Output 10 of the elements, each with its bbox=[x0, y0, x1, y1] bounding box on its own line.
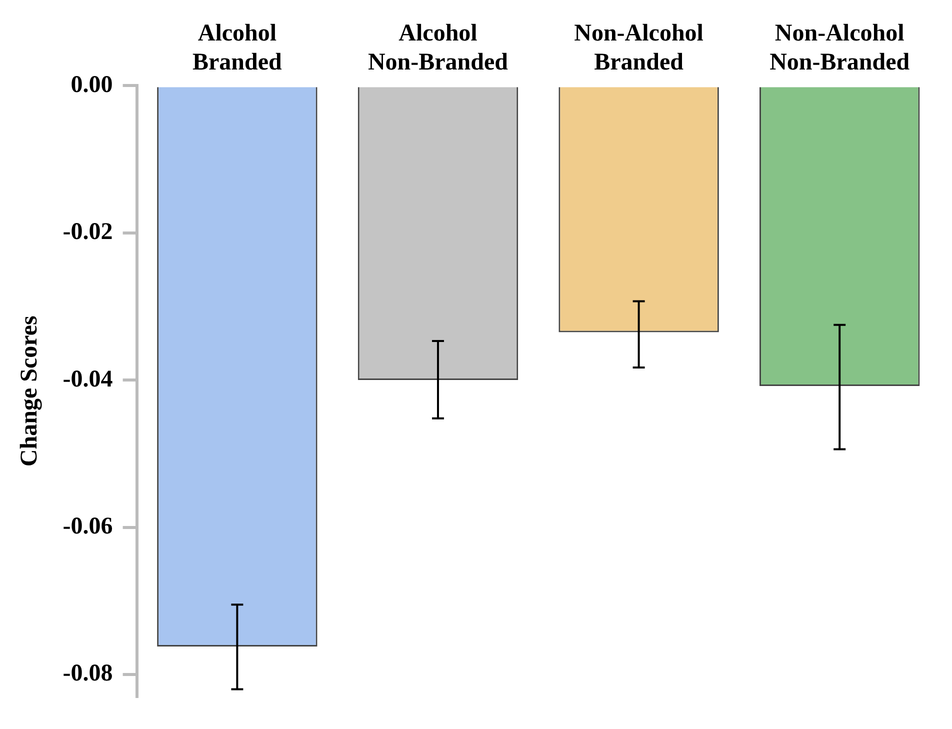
y-axis-title: Change Scores bbox=[16, 316, 43, 467]
x-tick-label: Alcohol Branded bbox=[192, 20, 283, 76]
x-tick-label: Non-Alcohol Branded bbox=[574, 20, 704, 76]
y-tick-label: -0.04 bbox=[62, 366, 113, 392]
x-tick-label: Non-Alcohol Non-Branded bbox=[770, 20, 910, 76]
y-tick-label: 0.00 bbox=[70, 72, 113, 98]
x-tick-label: Alcohol Non-Branded bbox=[368, 20, 509, 76]
y-tick-label: -0.08 bbox=[62, 660, 113, 687]
y-tick-label: -0.06 bbox=[62, 513, 113, 540]
y-tick-label: -0.02 bbox=[62, 219, 113, 246]
